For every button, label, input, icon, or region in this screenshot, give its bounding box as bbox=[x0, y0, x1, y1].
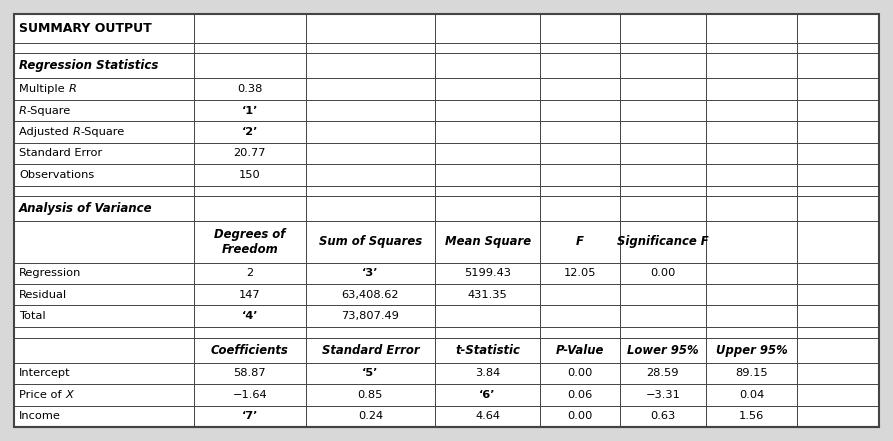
Text: 2: 2 bbox=[246, 268, 254, 278]
Text: Observations: Observations bbox=[19, 170, 95, 180]
Text: Analysis of Variance: Analysis of Variance bbox=[19, 202, 153, 215]
Text: X: X bbox=[65, 390, 73, 400]
Text: 1.56: 1.56 bbox=[739, 411, 764, 421]
Text: ‘2’: ‘2’ bbox=[241, 127, 258, 137]
Text: R: R bbox=[68, 84, 76, 94]
Text: 0.85: 0.85 bbox=[358, 390, 383, 400]
Text: P-Value: P-Value bbox=[555, 344, 604, 357]
Text: Residual: Residual bbox=[19, 290, 67, 300]
Text: -Square: -Square bbox=[80, 127, 125, 137]
Text: 0.38: 0.38 bbox=[237, 84, 263, 94]
Text: R: R bbox=[72, 127, 80, 137]
Text: 4.64: 4.64 bbox=[475, 411, 500, 421]
Text: 73,807.49: 73,807.49 bbox=[341, 311, 399, 321]
Text: 0.00: 0.00 bbox=[650, 268, 675, 278]
Text: 0.00: 0.00 bbox=[567, 411, 592, 421]
Text: Intercept: Intercept bbox=[19, 368, 71, 378]
Text: Price of: Price of bbox=[19, 390, 65, 400]
Text: Regression Statistics: Regression Statistics bbox=[19, 60, 158, 72]
Text: ‘4’: ‘4’ bbox=[241, 311, 258, 321]
Text: Mean Square: Mean Square bbox=[445, 235, 530, 248]
Text: ‘6’: ‘6’ bbox=[480, 390, 496, 400]
Text: Regression: Regression bbox=[19, 268, 81, 278]
Text: −1.64: −1.64 bbox=[232, 390, 267, 400]
Text: ‘1’: ‘1’ bbox=[241, 105, 258, 116]
Text: 150: 150 bbox=[238, 170, 261, 180]
Text: ‘5’: ‘5’ bbox=[363, 368, 379, 378]
Text: Lower 95%: Lower 95% bbox=[627, 344, 698, 357]
Text: Standard Error: Standard Error bbox=[19, 149, 103, 158]
Text: 431.35: 431.35 bbox=[468, 290, 507, 300]
Text: Sum of Squares: Sum of Squares bbox=[319, 235, 421, 248]
Text: Income: Income bbox=[19, 411, 61, 421]
Text: Standard Error: Standard Error bbox=[321, 344, 419, 357]
Text: 0.04: 0.04 bbox=[739, 390, 764, 400]
Text: Coefficients: Coefficients bbox=[211, 344, 288, 357]
Text: Adjusted: Adjusted bbox=[19, 127, 72, 137]
Text: R: R bbox=[19, 105, 27, 116]
Text: 0.06: 0.06 bbox=[567, 390, 592, 400]
Text: 89.15: 89.15 bbox=[735, 368, 768, 378]
Text: 12.05: 12.05 bbox=[563, 268, 596, 278]
Text: 20.77: 20.77 bbox=[233, 149, 266, 158]
Text: 28.59: 28.59 bbox=[647, 368, 679, 378]
Text: −3.31: −3.31 bbox=[646, 390, 680, 400]
Text: 5199.43: 5199.43 bbox=[464, 268, 511, 278]
Text: F: F bbox=[576, 235, 584, 248]
Text: 0.24: 0.24 bbox=[358, 411, 383, 421]
Text: 3.84: 3.84 bbox=[475, 368, 500, 378]
Text: t-Statistic: t-Statistic bbox=[455, 344, 520, 357]
Text: SUMMARY OUTPUT: SUMMARY OUTPUT bbox=[19, 22, 152, 35]
Text: 63,408.62: 63,408.62 bbox=[342, 290, 399, 300]
Text: Significance F: Significance F bbox=[617, 235, 709, 248]
Text: Upper 95%: Upper 95% bbox=[715, 344, 788, 357]
Text: ‘3’: ‘3’ bbox=[363, 268, 379, 278]
Text: Total: Total bbox=[19, 311, 46, 321]
Text: 147: 147 bbox=[239, 290, 261, 300]
Text: Degrees of
Freedom: Degrees of Freedom bbox=[214, 228, 286, 256]
Text: ‘7’: ‘7’ bbox=[241, 411, 258, 421]
Text: 0.63: 0.63 bbox=[650, 411, 675, 421]
Text: 58.87: 58.87 bbox=[233, 368, 266, 378]
Text: Multiple: Multiple bbox=[19, 84, 68, 94]
Text: 0.00: 0.00 bbox=[567, 368, 592, 378]
Text: -Square: -Square bbox=[27, 105, 71, 116]
